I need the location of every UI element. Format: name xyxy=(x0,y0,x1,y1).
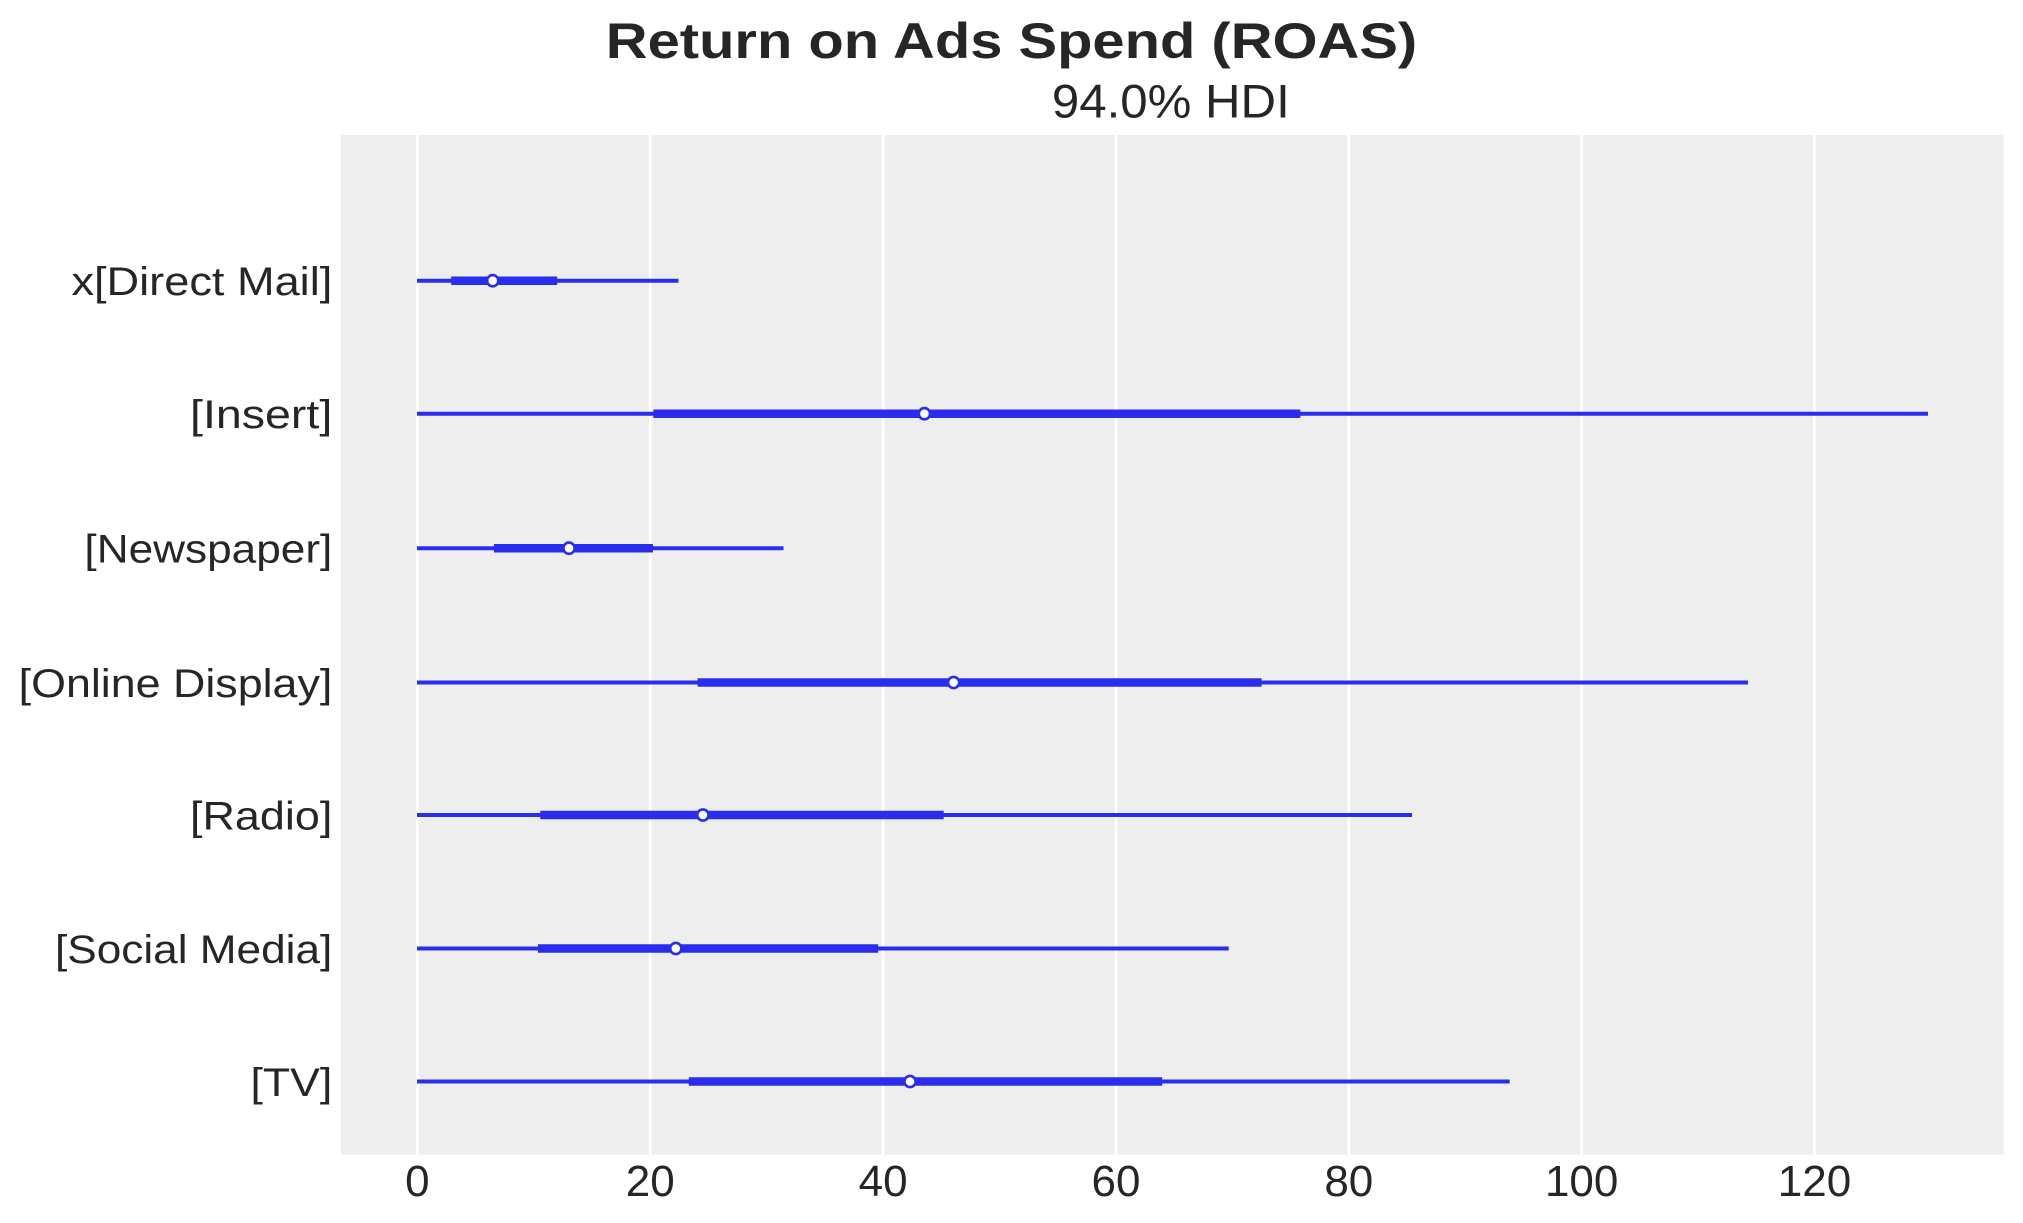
svg-text:[Insert]: [Insert] xyxy=(190,393,332,437)
svg-text:[TV]: [TV] xyxy=(250,1060,332,1104)
svg-text:[Newspaper]: [Newspaper] xyxy=(84,527,332,572)
svg-text:[Social Media]: [Social Media] xyxy=(55,927,332,972)
svg-text:[Radio]: [Radio] xyxy=(190,794,332,839)
svg-text:94.0% HDI: 94.0% HDI xyxy=(1052,75,1290,128)
svg-text:20: 20 xyxy=(626,1157,675,1206)
svg-text:60: 60 xyxy=(1091,1157,1140,1206)
svg-text:120: 120 xyxy=(1778,1157,1851,1206)
svg-text:x[Direct Mail]: x[Direct Mail] xyxy=(71,259,332,304)
svg-text:100: 100 xyxy=(1545,1157,1618,1206)
svg-text:80: 80 xyxy=(1324,1157,1373,1206)
svg-text:Return on Ads Spend (ROAS): Return on Ads Spend (ROAS) xyxy=(606,13,1417,68)
svg-text:40: 40 xyxy=(859,1157,908,1206)
svg-text:[Online Display]: [Online Display] xyxy=(19,661,333,705)
svg-text:0: 0 xyxy=(405,1157,429,1206)
